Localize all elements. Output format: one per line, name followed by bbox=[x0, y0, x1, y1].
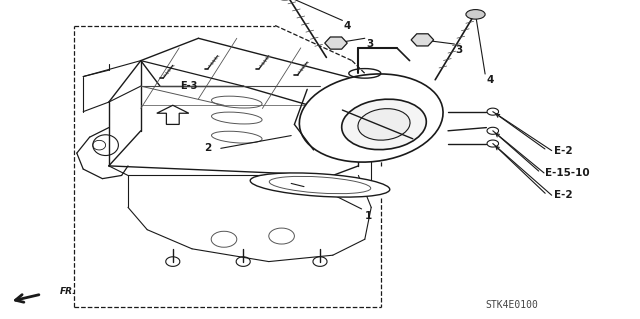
Text: 3: 3 bbox=[366, 39, 373, 49]
Ellipse shape bbox=[300, 74, 443, 162]
Text: 4: 4 bbox=[486, 75, 494, 85]
Text: 2: 2 bbox=[204, 143, 211, 153]
Polygon shape bbox=[157, 105, 189, 124]
Circle shape bbox=[466, 10, 485, 19]
Ellipse shape bbox=[342, 99, 426, 150]
Ellipse shape bbox=[358, 109, 410, 140]
Text: E-2: E-2 bbox=[554, 190, 572, 200]
Text: FR.: FR. bbox=[60, 287, 76, 296]
Text: E-15-10: E-15-10 bbox=[545, 168, 590, 178]
Text: STK4E0100: STK4E0100 bbox=[486, 300, 538, 310]
Polygon shape bbox=[324, 37, 348, 49]
Text: 1: 1 bbox=[365, 211, 372, 221]
Polygon shape bbox=[411, 34, 434, 46]
Text: E-3: E-3 bbox=[180, 81, 198, 91]
Text: 4: 4 bbox=[344, 21, 351, 31]
Text: E-2: E-2 bbox=[554, 145, 572, 156]
Ellipse shape bbox=[269, 176, 371, 194]
Text: 3: 3 bbox=[456, 45, 463, 55]
Ellipse shape bbox=[250, 173, 390, 197]
